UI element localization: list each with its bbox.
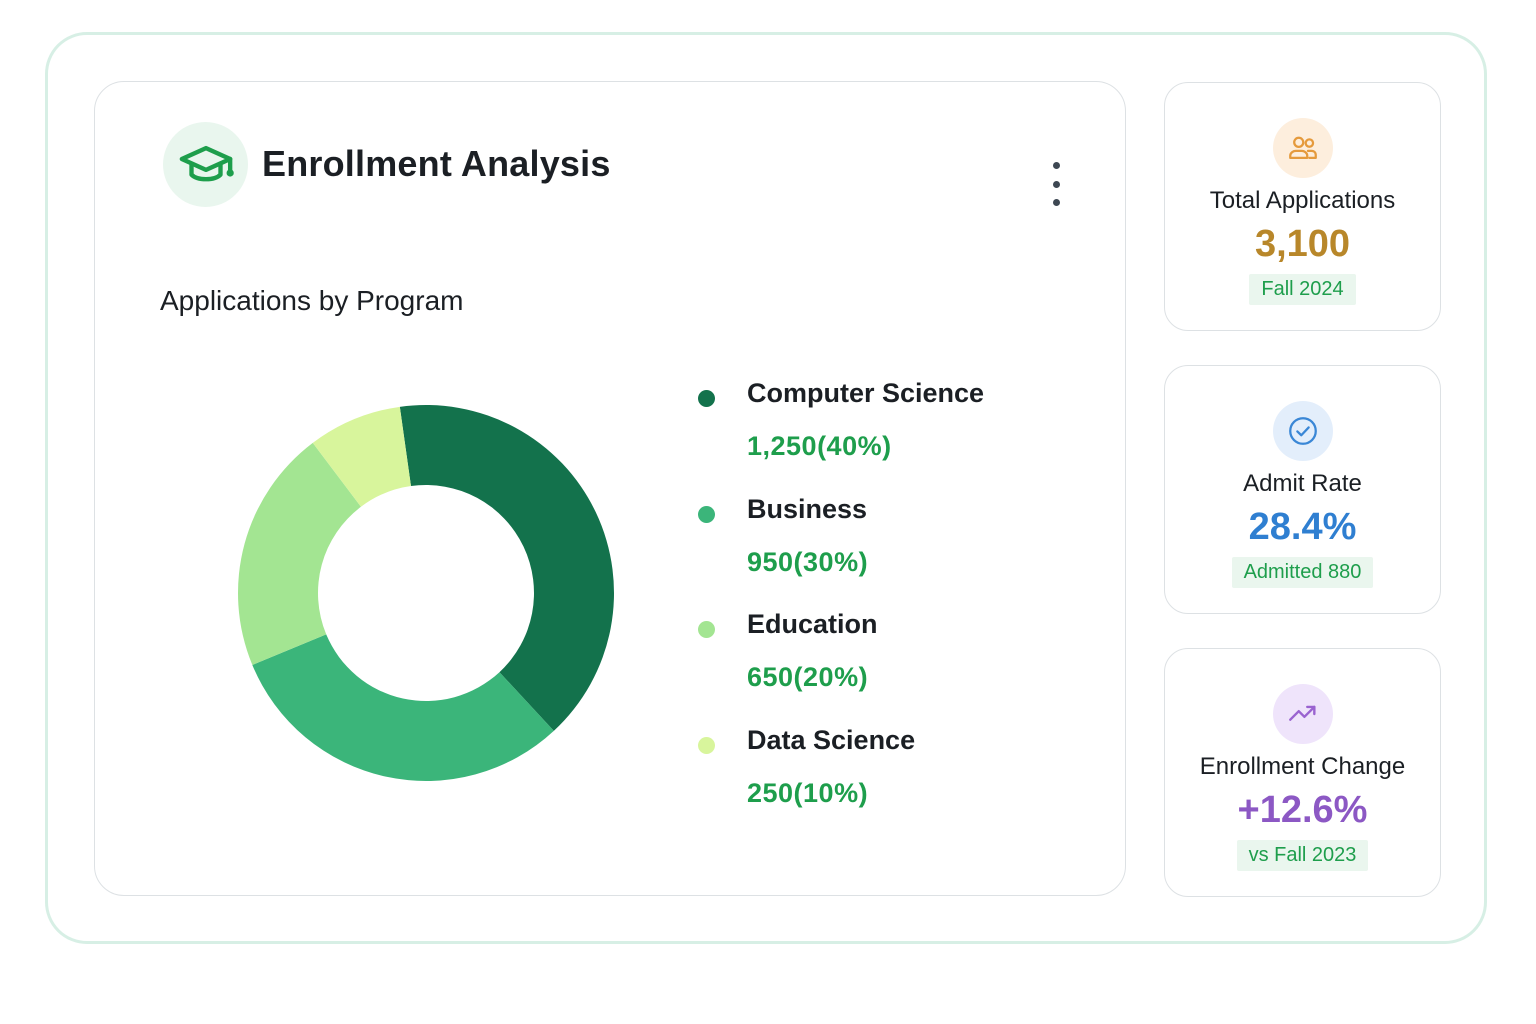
legend-value: 250(10%) xyxy=(747,777,869,808)
page-title: Enrollment Analysis xyxy=(262,143,611,184)
enrollment-card xyxy=(94,81,1126,896)
kpi-card-total-applications: Total Applications 3,100 Fall 2024 xyxy=(1164,82,1441,331)
kpi-value: +12.6% xyxy=(1237,789,1368,831)
kpi-icon-badge xyxy=(1273,118,1333,178)
kpi-badge: vs Fall 2023 xyxy=(1236,840,1369,871)
legend-dot xyxy=(698,736,715,754)
header-icon-badge xyxy=(163,122,248,207)
users-icon xyxy=(1289,136,1317,160)
kpi-badge: Admitted 880 xyxy=(1231,557,1374,588)
legend-value: 950(30%) xyxy=(747,546,869,577)
kpi-icon-badge xyxy=(1273,401,1333,461)
kpi-label: Enrollment Change xyxy=(1199,753,1406,780)
donut-slice-computer-science[interactable] xyxy=(399,405,614,731)
legend-dot xyxy=(698,621,715,638)
trending-up-icon xyxy=(1289,705,1316,721)
kpi-card-admit-rate: Admit Rate 28.4% Admitted 880 xyxy=(1164,365,1441,614)
legend-value: 1,250(40%) xyxy=(747,431,892,461)
chart-title: Applications by Program xyxy=(160,285,464,316)
donut-slice-education[interactable] xyxy=(237,442,361,665)
kpi-value: 3,100 xyxy=(1254,223,1351,265)
kpi-card-enrollment-change: Enrollment Change +12.6% vs Fall 2023 xyxy=(1164,648,1441,897)
legend-label: Data Science xyxy=(747,724,916,755)
kpi-icon-badge xyxy=(1273,684,1333,744)
donut-slice-data-science[interactable] xyxy=(312,406,411,507)
menu-dot xyxy=(1052,180,1060,188)
kpi-label: Admit Rate xyxy=(1243,470,1362,497)
check-circle-icon xyxy=(1289,417,1317,445)
legend-label: Education xyxy=(747,609,878,639)
menu-dot xyxy=(1052,199,1060,206)
menu-dot xyxy=(1052,162,1060,169)
graduation-cap-icon xyxy=(179,145,234,181)
legend-label: Computer Science xyxy=(747,378,985,408)
legend-dot xyxy=(698,505,715,523)
legend-dot xyxy=(698,390,715,407)
kpi-label: Total Applications xyxy=(1209,187,1396,214)
donut-slice-business[interactable] xyxy=(252,634,554,781)
kpi-badge: Fall 2024 xyxy=(1249,274,1356,305)
legend-label: Business xyxy=(747,493,868,524)
donut-chart xyxy=(237,405,614,781)
legend-value: 650(20%) xyxy=(747,662,869,692)
more-vertical-icon[interactable] xyxy=(1040,162,1072,206)
kpi-value: 28.4% xyxy=(1248,506,1357,548)
